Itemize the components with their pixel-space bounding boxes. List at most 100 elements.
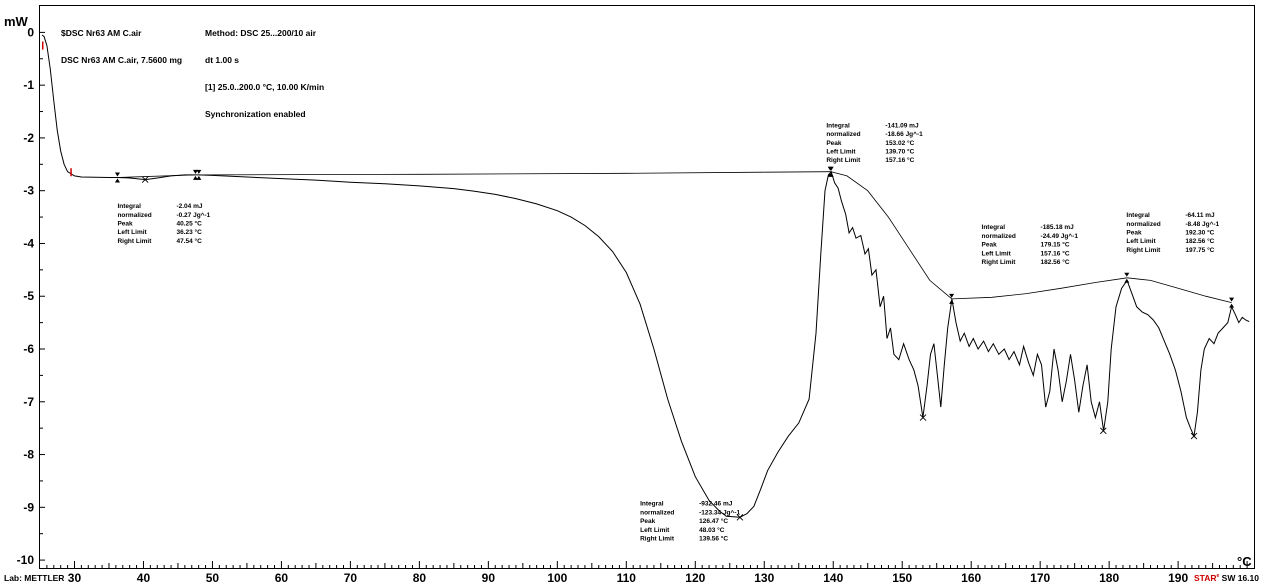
x-tick-label: 70 [344,571,358,585]
x-tick-label: 130 [754,571,774,585]
x-tick-label: 170 [1030,571,1050,585]
peak-annotation: Integral -141.09 mJ normalized -18.66 Jg^-… [826,122,923,164]
annotation-label: Right Limit [1126,247,1161,254]
annotation-value: -24.49 Jg^-1 [1041,232,1079,240]
annotation-label: normalized [117,212,151,219]
annotation-label: Peak [982,242,998,249]
annotation-label: normalized [1126,221,1160,228]
integration-baseline [831,171,953,300]
y-tick-label: -1 [23,78,34,92]
peak-marker [736,514,744,521]
limit-marker [1229,297,1235,308]
method-line: dt 1.00 s [205,55,240,65]
annotation-value: -0.27 Jg^-1 [176,211,210,219]
annotation-value: 126.47 °C [699,517,728,525]
method-info: Method: DSC 25...200/10 air dt 1.00 s [1… [205,11,324,128]
peak-annotation: Integral -64.11 mJ normalized -8.48 Jg^-1 P… [1126,212,1219,254]
annotation-label: Peak [117,221,133,228]
y-tick-label: -2 [23,131,34,145]
annotation-value: -2.04 mJ [176,203,202,210]
method-line: [1] 25.0..200.0 °C, 10.00 K/min [205,82,325,92]
integration-baseline [951,277,1128,300]
annotation-value: 139.56 °C [699,535,728,543]
annotation-label: Right Limit [640,536,675,543]
y-tick-label: -3 [23,184,34,198]
integration-baseline [198,171,832,176]
software-version: STARe SW 16.10 [1194,573,1259,583]
y-tick-label: -5 [23,289,34,303]
annotation-label: Left Limit [982,250,1012,257]
dsc-curve [41,34,1250,518]
annotation-label: Left Limit [640,527,670,534]
x-axis-unit: °C [1237,554,1252,569]
annotation-value: 40.25 °C [176,220,202,228]
annotation-value: 179.15 °C [1041,241,1070,249]
x-tick-label: 60 [275,571,289,585]
y-tick-label: -8 [23,448,34,462]
method-line: Synchronization enabled [205,109,306,119]
annotation-value: 157.16 °C [885,156,914,164]
annotation-label: normalized [982,233,1016,240]
limit-marker [192,169,198,180]
y-tick-label: -7 [23,395,34,409]
peak-marker [1099,427,1107,435]
lab-label: Lab: METTLER [4,573,65,583]
peak-marker [1190,432,1198,440]
y-tick-label: -4 [23,236,34,250]
limit-markers [42,41,1235,308]
peak-annotations: Integral -2.04 mJ normalized -0.27 Jg^-1 Pe… [117,122,1219,542]
integration-baseline [1127,277,1232,303]
annotation-label: Left Limit [826,148,856,155]
limit-marker [114,172,120,183]
annotation-value: 182.56 °C [1041,258,1070,266]
x-tick-label: 100 [547,571,567,585]
annotation-value: 48.03 °C [699,526,725,534]
x-tick-label: 110 [617,571,637,585]
software-version-number: SW 16.10 [1221,573,1259,583]
peak-marker [141,176,149,183]
x-tick-label: 190 [1168,571,1188,585]
limit-marker [1124,272,1130,283]
annotation-label: Right Limit [826,157,861,164]
y-axis: 0 -1 -2 -3 -4 -5 -6 -7 -8 -9 -10 [17,25,45,567]
peak-annotation: Integral -932.46 mJ normalized -123.34 Jg^… [640,501,740,543]
annotation-value: -8.48 Jg^-1 [1185,220,1219,228]
annotation-label: normalized [826,131,860,138]
x-tick-label: 140 [823,571,843,585]
annotation-label: Left Limit [1126,238,1156,245]
annotation-label: Integral [117,203,141,210]
annotation-value: -18.66 Jg^-1 [885,130,923,138]
annotation-label: Left Limit [117,229,147,236]
method-line: Method: DSC 25...200/10 air [205,28,317,38]
peak-markers [141,176,1198,521]
y-tick-label: 0 [27,25,34,39]
annotation-value: -185.18 mJ [1041,224,1075,231]
x-tick-label: 80 [413,571,427,585]
x-tick-label: 120 [685,571,705,585]
peak-annotation: Integral -2.04 mJ normalized -0.27 Jg^-1 Pe… [117,203,210,245]
annotation-label: Peak [640,518,656,525]
x-tick-label: 150 [892,571,912,585]
plot-frame [39,5,1255,569]
annotation-value: -932.46 mJ [699,501,733,508]
annotation-label: Right Limit [117,238,152,245]
annotation-label: Integral [640,501,664,508]
annotation-value: 153.02 °C [885,139,914,147]
annotation-value: 36.23 °C [176,228,202,236]
y-tick-label: -9 [23,500,34,514]
limit-marker [827,166,833,177]
annotation-label: Peak [826,140,842,147]
annotation-label: Integral [826,122,850,129]
sample-info: DSC Nr63 AM C.air, 7.5600 mg [61,55,183,65]
annotation-label: Integral [1126,212,1150,219]
y-tick-label: -10 [17,553,35,567]
limit-marker [196,169,202,180]
annotation-value: -123.34 Jg^-1 [699,508,740,516]
annotation-value: 139.70 °C [885,147,914,155]
annotation-label: Peak [1126,229,1142,236]
x-tick-label: 160 [961,571,981,585]
annotation-label: Right Limit [982,259,1017,266]
x-tick-label: 50 [206,571,220,585]
x-axis: 30 40 50 60 70 80 90 100 110 120 130 140 150 160 170 18… [46,561,1248,585]
